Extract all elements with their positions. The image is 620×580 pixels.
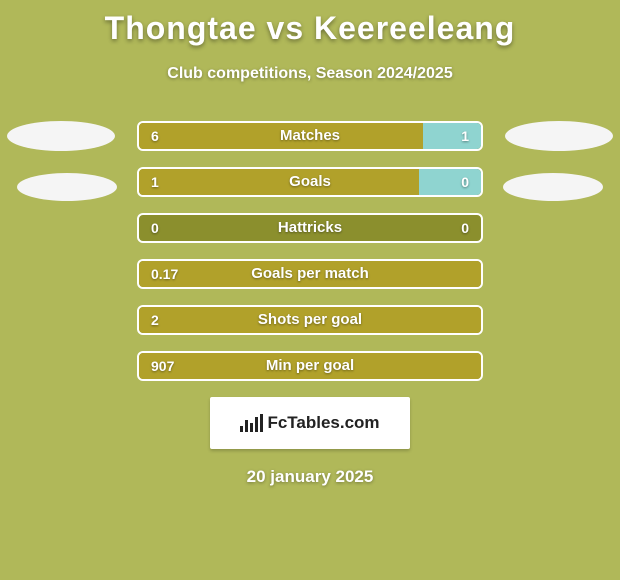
- stat-label: Hattricks: [139, 215, 481, 241]
- stat-bars: 61Matches 10Goals 00Hattricks 0.17Goals per…: [137, 121, 483, 381]
- left-badge-2: [17, 173, 117, 201]
- stat-label: Shots per goal: [139, 307, 481, 333]
- page-title: Thongtae vs Keereeleang: [0, 0, 620, 47]
- comparison-content: 61Matches 10Goals 00Hattricks 0.17Goals per…: [0, 121, 620, 487]
- date-line: 20 january 2025: [0, 467, 620, 487]
- stat-label: Goals per match: [139, 261, 481, 287]
- stat-label: Goals: [139, 169, 481, 195]
- stat-row: 10Goals: [137, 167, 483, 197]
- stat-row: 0.17Goals per match: [137, 259, 483, 289]
- stat-row: 00Hattricks: [137, 213, 483, 243]
- stat-row: 907Min per goal: [137, 351, 483, 381]
- stat-row: 61Matches: [137, 121, 483, 151]
- logo-text: FcTables.com: [267, 413, 379, 433]
- stat-label: Matches: [139, 123, 481, 149]
- left-badge-1: [7, 121, 115, 151]
- logo-bars-icon: [240, 414, 263, 432]
- stat-label: Min per goal: [139, 353, 481, 379]
- right-badge-1: [505, 121, 613, 151]
- stat-row: 2Shots per goal: [137, 305, 483, 335]
- fctables-logo: FcTables.com: [210, 397, 410, 449]
- right-badge-2: [503, 173, 603, 201]
- subtitle: Club competitions, Season 2024/2025: [0, 65, 620, 83]
